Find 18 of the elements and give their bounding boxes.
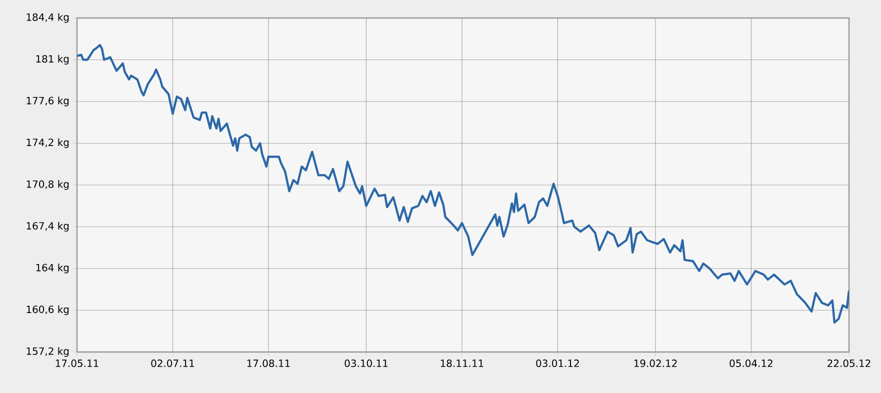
y-tick-label: 170,8 kg bbox=[26, 180, 69, 190]
y-tick-label: 157,2 kg bbox=[26, 347, 69, 357]
x-tick-label: 19.02.12 bbox=[634, 360, 677, 368]
y-tick-label: 184,4 kg bbox=[26, 13, 69, 23]
y-tick-label: 160,6 kg bbox=[26, 305, 69, 316]
x-tick-label: 05.04.12 bbox=[730, 360, 772, 368]
x-tick-label: 02.07.11 bbox=[151, 360, 194, 368]
x-tick-label: 17.08.11 bbox=[247, 360, 290, 368]
y-tick-label: 174,2 kg bbox=[26, 138, 69, 148]
y-tick-label: 164 kg bbox=[36, 264, 69, 274]
y-tick-label: 177,6 kg bbox=[26, 96, 69, 106]
x-tick-label: 17.05.11 bbox=[56, 360, 98, 368]
x-tick-label: 03.01.12 bbox=[536, 360, 579, 368]
x-tick-label: 03.10.11 bbox=[344, 360, 388, 368]
x-tick-label: 18.11.11 bbox=[440, 360, 484, 368]
y-tick-label: 181 kg bbox=[36, 54, 69, 65]
y-tick-label: 167,4 kg bbox=[26, 222, 69, 232]
x-tick-label: 22.05.12 bbox=[828, 360, 870, 368]
